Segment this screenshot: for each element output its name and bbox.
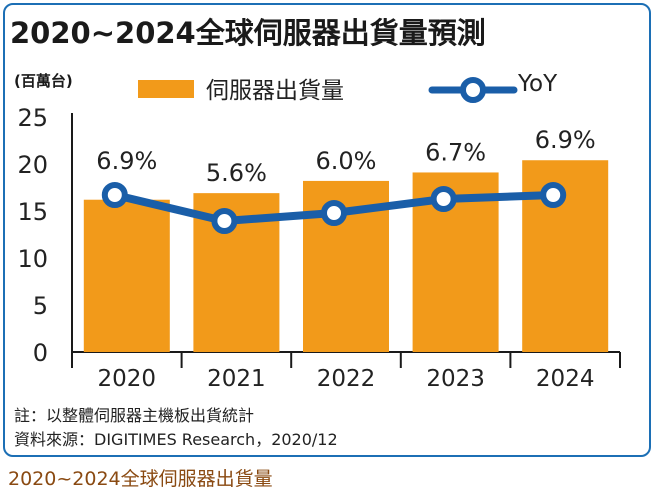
legend-bar-label: 伺服器出貨量: [206, 78, 344, 104]
x-tick-label: 2022: [317, 366, 376, 392]
y-tick-label: 0: [33, 339, 48, 367]
yoy-point: [321, 200, 347, 226]
chart-title: 2020~2024全球伺服器出貨量預測: [10, 16, 486, 50]
x-tick-label: 2021: [207, 366, 266, 392]
yoy-point: [211, 208, 238, 234]
bar: [83, 199, 170, 352]
unit-label: (百萬台): [14, 72, 73, 90]
bar: [522, 160, 609, 352]
x-tick-label: 2023: [426, 366, 485, 392]
y-tick-label: 20: [17, 151, 48, 179]
legend-line-label: YoY: [518, 71, 558, 97]
y-tick-label: 10: [17, 245, 48, 273]
yoy-point: [430, 186, 457, 212]
yoy-data-label: 6.9%: [96, 147, 157, 175]
legend-line-marker: [428, 77, 518, 103]
y-tick-label: 5: [33, 292, 48, 320]
x-tick-label: 2024: [536, 366, 595, 392]
figure-caption: 2020~2024全球伺服器出貨量: [8, 468, 273, 490]
yoy-point: [540, 182, 567, 208]
note-line-2: 資料來源：DIGITIMES Research，2020/12: [14, 430, 338, 449]
y-tick-label: 25: [17, 104, 48, 132]
yoy-data-label: 6.9%: [535, 126, 596, 154]
legend-bar-swatch: [138, 80, 194, 98]
yoy-point: [101, 182, 128, 208]
yoy-data-label: 6.0%: [316, 147, 377, 175]
x-tick-label: 2020: [98, 366, 157, 392]
y-tick-label: 15: [17, 198, 48, 226]
yoy-data-label: 6.7%: [425, 138, 486, 166]
note-line-1: 註：以整體伺服器主機板出貨統計: [14, 406, 255, 425]
yoy-data-label: 5.6%: [206, 159, 267, 187]
